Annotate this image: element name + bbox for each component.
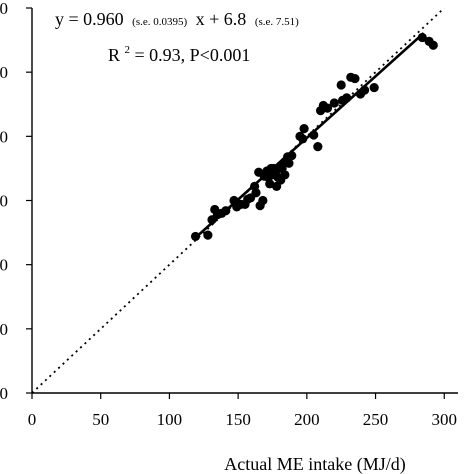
y-tick-label: 0	[0, 192, 8, 211]
data-point	[284, 158, 294, 168]
x-axis-ticks: 0 50 100 150 200 250 300	[28, 393, 457, 429]
data-point	[417, 32, 427, 43]
x-tick-label: 300	[432, 410, 458, 429]
data-points	[190, 32, 438, 242]
r-squared-annotation: R 2 = 0.93, P<0.001	[108, 37, 250, 65]
x-tick-label: 250	[363, 410, 389, 429]
data-point	[190, 231, 201, 242]
data-point	[258, 195, 268, 206]
x-tick-label: 200	[294, 410, 320, 429]
r-squared-value: = 0.93, P<0.001	[135, 45, 251, 65]
y-tick-label: 0	[0, 63, 8, 82]
data-point	[203, 230, 213, 240]
data-point	[322, 103, 333, 113]
r-squared-superscript: 2	[125, 44, 131, 56]
data-point	[299, 124, 309, 134]
data-point	[369, 82, 379, 93]
equation-slope-se: (s.e. 0.0395)	[132, 16, 187, 28]
x-tick-label: 150	[225, 410, 251, 429]
equation-slope: y = 0.960	[55, 9, 124, 29]
regression-equation: y = 0.960 (s.e. 0.0395) x + 6.8 (s.e. 7.…	[55, 9, 299, 29]
equation-intercept: x + 6.8	[196, 9, 247, 29]
y-tick-label: 0	[0, 320, 8, 339]
r-squared-r: R	[108, 45, 120, 65]
data-point	[342, 93, 352, 103]
data-point	[359, 85, 370, 95]
data-point	[309, 130, 319, 140]
y-tick-label: 0	[0, 384, 8, 403]
data-point	[313, 142, 323, 152]
data-point	[329, 98, 339, 108]
x-axis-title: Actual ME intake (MJ/d)	[224, 454, 405, 474]
x-tick-label: 0	[28, 410, 37, 429]
x-tick-label: 50	[92, 410, 109, 429]
data-point	[280, 170, 290, 180]
y-tick-label: 0	[0, 256, 8, 275]
data-point	[298, 134, 308, 144]
data-point	[221, 206, 231, 216]
data-point	[251, 188, 261, 198]
y-tick-label: 0	[0, 0, 8, 18]
y-tick-label: 0	[0, 127, 8, 146]
y-axis-ticks: 0 0 0 0 0 0 0	[0, 0, 32, 403]
equation-intercept-se: (s.e. 7.51)	[255, 16, 299, 28]
x-tick-label: 100	[157, 410, 183, 429]
data-point	[428, 40, 438, 50]
data-point	[336, 80, 346, 90]
data-point	[287, 150, 297, 161]
data-point	[350, 73, 360, 84]
